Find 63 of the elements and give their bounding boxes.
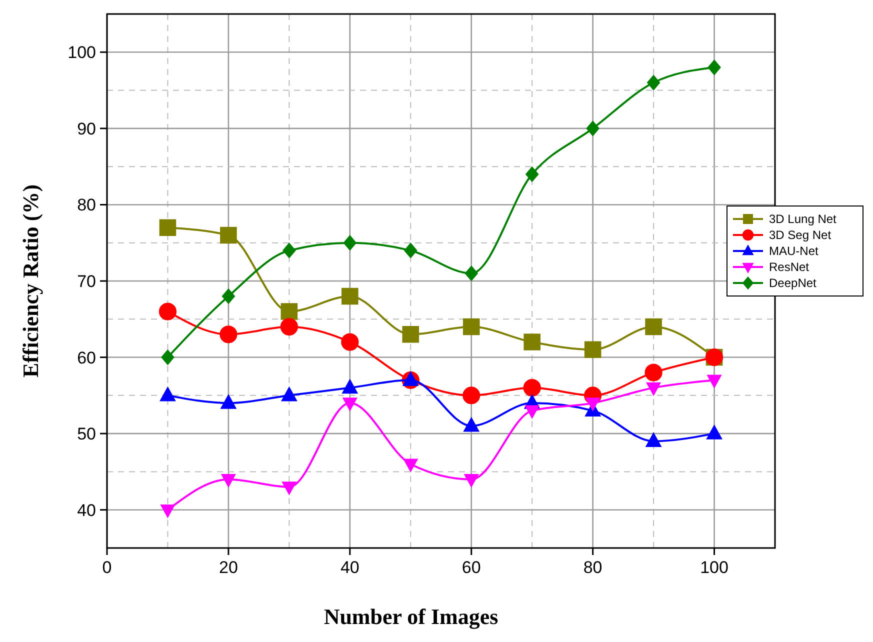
point (158, 302, 177, 320)
y-tick-label: 80 (77, 196, 96, 215)
legend-label: ResNet (769, 260, 810, 274)
point (706, 425, 722, 440)
point (586, 120, 600, 136)
point (220, 326, 238, 344)
point (524, 405, 540, 419)
x-tick-label: 40 (340, 558, 360, 577)
point (282, 242, 296, 258)
point (280, 318, 298, 336)
point (342, 398, 358, 411)
point (462, 318, 480, 336)
x-axis-title: Number of Images (324, 604, 499, 629)
y-tick-label: 60 (77, 348, 96, 368)
point (586, 398, 600, 411)
legend-label: 3D Lung Net (769, 212, 838, 226)
legend-label: DeepNet (769, 276, 818, 290)
point (342, 379, 358, 394)
legend-label: 3D Seg Net (769, 228, 832, 242)
y-axis-title: Efficiency Ratio (%) (18, 184, 43, 378)
x-tick-label: 80 (583, 558, 602, 577)
point (526, 166, 539, 182)
point (220, 394, 236, 409)
point (464, 266, 478, 282)
legend-label: MAU-Net (769, 244, 819, 258)
point (222, 288, 236, 304)
y-tick-label: 50 (77, 424, 96, 444)
point (644, 364, 662, 382)
point (403, 458, 418, 472)
y-tick-label: 70 (77, 272, 96, 291)
point (160, 504, 175, 518)
point (343, 235, 356, 251)
point (402, 326, 420, 343)
point (342, 288, 358, 305)
point (464, 474, 479, 488)
y-tick-label: 40 (77, 500, 96, 520)
point (524, 334, 540, 350)
point (161, 350, 174, 365)
point (160, 386, 176, 402)
y-tick-label: 100 (68, 43, 96, 62)
point (523, 378, 541, 397)
x-tick-label: 0 (102, 558, 112, 577)
y-tick-label: 90 (77, 119, 96, 138)
point (280, 303, 298, 320)
point (645, 318, 662, 336)
point (646, 432, 662, 448)
x-tick-label: 100 (700, 558, 728, 577)
point (646, 75, 660, 90)
point (282, 482, 296, 495)
point (584, 341, 602, 358)
x-tick-label: 20 (218, 558, 238, 577)
point (341, 333, 359, 351)
point (220, 226, 237, 244)
point (462, 386, 480, 404)
point (463, 417, 480, 432)
point (708, 60, 721, 76)
point (404, 242, 418, 258)
point (159, 219, 176, 236)
x-tick-label: 60 (462, 558, 481, 577)
point (281, 386, 298, 402)
point (221, 474, 236, 488)
point (646, 382, 661, 396)
point (707, 374, 722, 388)
